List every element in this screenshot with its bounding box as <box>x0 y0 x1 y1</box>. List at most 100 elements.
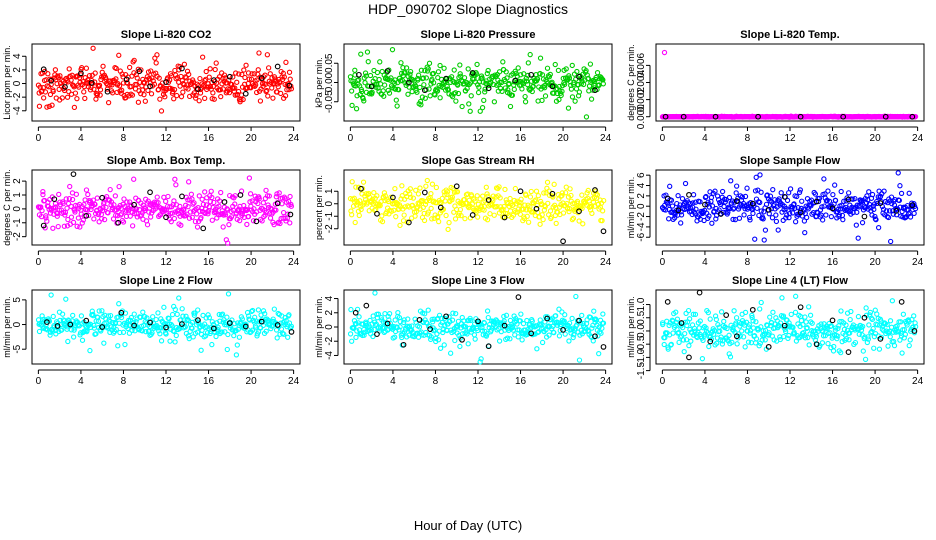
data-point <box>430 319 436 325</box>
data-point <box>825 188 831 194</box>
data-point <box>212 66 218 73</box>
data-point <box>247 317 253 323</box>
data-point <box>179 306 185 312</box>
data-point <box>202 95 208 101</box>
y-tick-label: 6 <box>636 172 647 178</box>
data-point <box>801 218 808 224</box>
highlight-point <box>221 199 228 205</box>
data-point <box>451 67 457 73</box>
data-point <box>569 315 575 322</box>
data-point <box>366 208 372 214</box>
data-point <box>403 65 410 71</box>
data-point <box>883 208 890 214</box>
panel-title: Slope Li-820 Temp. <box>740 29 839 41</box>
panel-title: Slope Sample Flow <box>740 155 841 167</box>
data-point <box>491 212 497 218</box>
data-point <box>900 311 907 317</box>
highlight-point <box>533 205 540 212</box>
data-point <box>192 310 198 316</box>
data-point <box>285 334 291 340</box>
data-point <box>831 343 837 350</box>
data-point <box>457 62 463 68</box>
highlight-point <box>469 212 476 218</box>
y-tick-label: 5 <box>12 297 23 303</box>
data-point <box>753 319 759 325</box>
y-axis-label: ml/min per min. <box>626 296 636 358</box>
highlight-point <box>163 79 169 86</box>
data-point <box>83 187 90 193</box>
data-point <box>286 312 292 318</box>
data-point <box>407 71 413 77</box>
data-point <box>81 202 87 208</box>
data-point <box>423 319 430 326</box>
x-tick-label: 24 <box>288 376 300 387</box>
data-point <box>153 316 159 323</box>
x-tick-label: 4 <box>702 257 708 268</box>
data-point <box>517 211 524 217</box>
data-point <box>73 191 80 197</box>
data-point <box>113 65 119 72</box>
y-axis-label: kPa per min. <box>314 57 324 108</box>
data-point <box>394 103 400 109</box>
y-axis-label: ml/min per min. <box>626 177 636 239</box>
data-point <box>197 90 204 96</box>
data-point <box>496 184 502 190</box>
data-point <box>278 90 284 97</box>
data-point <box>539 97 545 104</box>
data-point <box>385 87 391 94</box>
data-point <box>401 317 407 323</box>
data-point <box>682 331 688 337</box>
data-point <box>417 84 423 91</box>
data-point <box>587 61 594 67</box>
data-point <box>234 342 240 348</box>
data-point <box>522 327 528 333</box>
highlight-point <box>99 324 106 330</box>
data-point <box>782 328 789 335</box>
plot-frame <box>655 289 925 365</box>
x-tick-label: 8 <box>433 376 439 387</box>
data-point <box>381 329 387 336</box>
y-tick-label: -0.05 <box>324 90 335 113</box>
data-point <box>425 209 432 215</box>
data-point <box>362 329 368 335</box>
data-point <box>738 328 745 334</box>
scatter-points <box>35 171 295 246</box>
data-point <box>539 339 546 346</box>
data-point <box>48 292 54 298</box>
data-point <box>86 72 93 79</box>
data-point <box>533 188 540 194</box>
data-point <box>449 194 456 200</box>
data-point <box>707 316 713 322</box>
highlight-point <box>453 183 460 190</box>
data-point <box>241 67 247 73</box>
data-point <box>377 59 383 65</box>
data-point <box>741 212 747 218</box>
data-point <box>155 310 161 316</box>
data-point <box>225 240 231 246</box>
data-point <box>532 198 538 204</box>
data-point <box>721 318 727 325</box>
data-point <box>754 205 760 211</box>
data-point <box>263 209 270 215</box>
data-point <box>262 72 268 78</box>
data-point <box>600 320 607 326</box>
data-point <box>470 325 477 332</box>
data-point <box>370 333 376 340</box>
y-tick-label: 4 <box>324 295 335 301</box>
data-point <box>758 189 764 195</box>
data-point <box>222 329 228 335</box>
data-point <box>236 206 242 212</box>
data-point <box>128 83 134 90</box>
data-point <box>556 204 563 210</box>
data-point <box>570 215 577 221</box>
data-point <box>199 196 205 202</box>
data-point <box>49 102 55 108</box>
data-point <box>281 74 287 80</box>
data-point <box>750 318 756 324</box>
data-point <box>591 308 597 314</box>
y-axis-label: Licor ppm per min. <box>2 45 12 120</box>
data-point <box>443 212 449 219</box>
data-point <box>398 196 404 202</box>
data-point <box>121 196 127 202</box>
highlight-point <box>797 113 804 120</box>
